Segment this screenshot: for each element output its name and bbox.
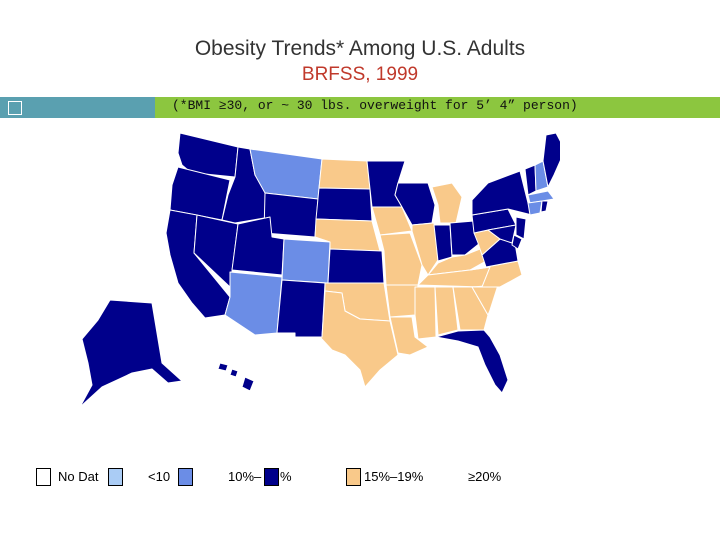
bullet-square-icon	[8, 101, 22, 115]
state-NM	[276, 279, 326, 338]
state-MS	[414, 286, 437, 340]
legend-label-15-19-tail: %	[280, 469, 292, 484]
legend-label-15-19: 15%–19%	[364, 469, 424, 484]
state-NC	[469, 260, 523, 288]
state-MA	[527, 190, 555, 204]
state-GA	[452, 286, 489, 331]
state-SD	[315, 187, 373, 222]
state-FL	[435, 329, 509, 394]
state-KS	[327, 248, 385, 284]
legend-swatch-15-19	[264, 468, 279, 486]
state-WY	[263, 192, 319, 238]
slide-subtitle: BRFSS, 1999	[301, 64, 419, 85]
legend-label-no-data: No Dat	[58, 469, 99, 484]
legend-label-20plus: ≥20%	[468, 469, 502, 484]
state-AK	[79, 299, 183, 408]
state-MD	[487, 224, 517, 244]
state-KY	[427, 248, 487, 276]
state-HI	[217, 362, 255, 392]
legend-swatch-10-14	[178, 468, 193, 486]
state-AR	[385, 284, 419, 318]
us-obesity-map	[79, 132, 560, 408]
legend: No Dat <10 10%– % 15%–19% ≥20%	[36, 466, 596, 490]
legend-swatch-20plus	[346, 468, 361, 486]
accent-bar-green	[155, 97, 720, 118]
state-CT	[527, 200, 543, 216]
state-AL	[434, 286, 459, 336]
state-NY	[471, 170, 533, 216]
legend-swatch-lt10	[108, 468, 123, 486]
slide-title: Obesity Trends* Among U.S. Adults	[194, 37, 526, 60]
state-AZ	[224, 271, 283, 336]
state-ND	[318, 158, 371, 190]
legend-label-lt10: <10	[148, 469, 171, 484]
state-CO	[281, 238, 331, 284]
state-NJ	[515, 216, 527, 240]
state-RI	[540, 200, 549, 213]
bmi-footnote: (*BMI ≥30, or ~ 30 lbs. overweight for 5…	[172, 98, 578, 113]
state-VT	[524, 164, 537, 196]
state-LA	[389, 316, 429, 356]
legend-swatch-no-data	[36, 468, 51, 486]
state-OH	[449, 220, 481, 256]
state-TX	[319, 290, 399, 388]
title-block: Obesity Trends* Among U.S. Adults BRFSS,…	[0, 36, 720, 88]
state-ME	[542, 132, 560, 188]
state-MI	[431, 182, 463, 224]
accent-bar-teal	[0, 97, 155, 118]
legend-label-10-14: 10%–	[228, 469, 262, 484]
